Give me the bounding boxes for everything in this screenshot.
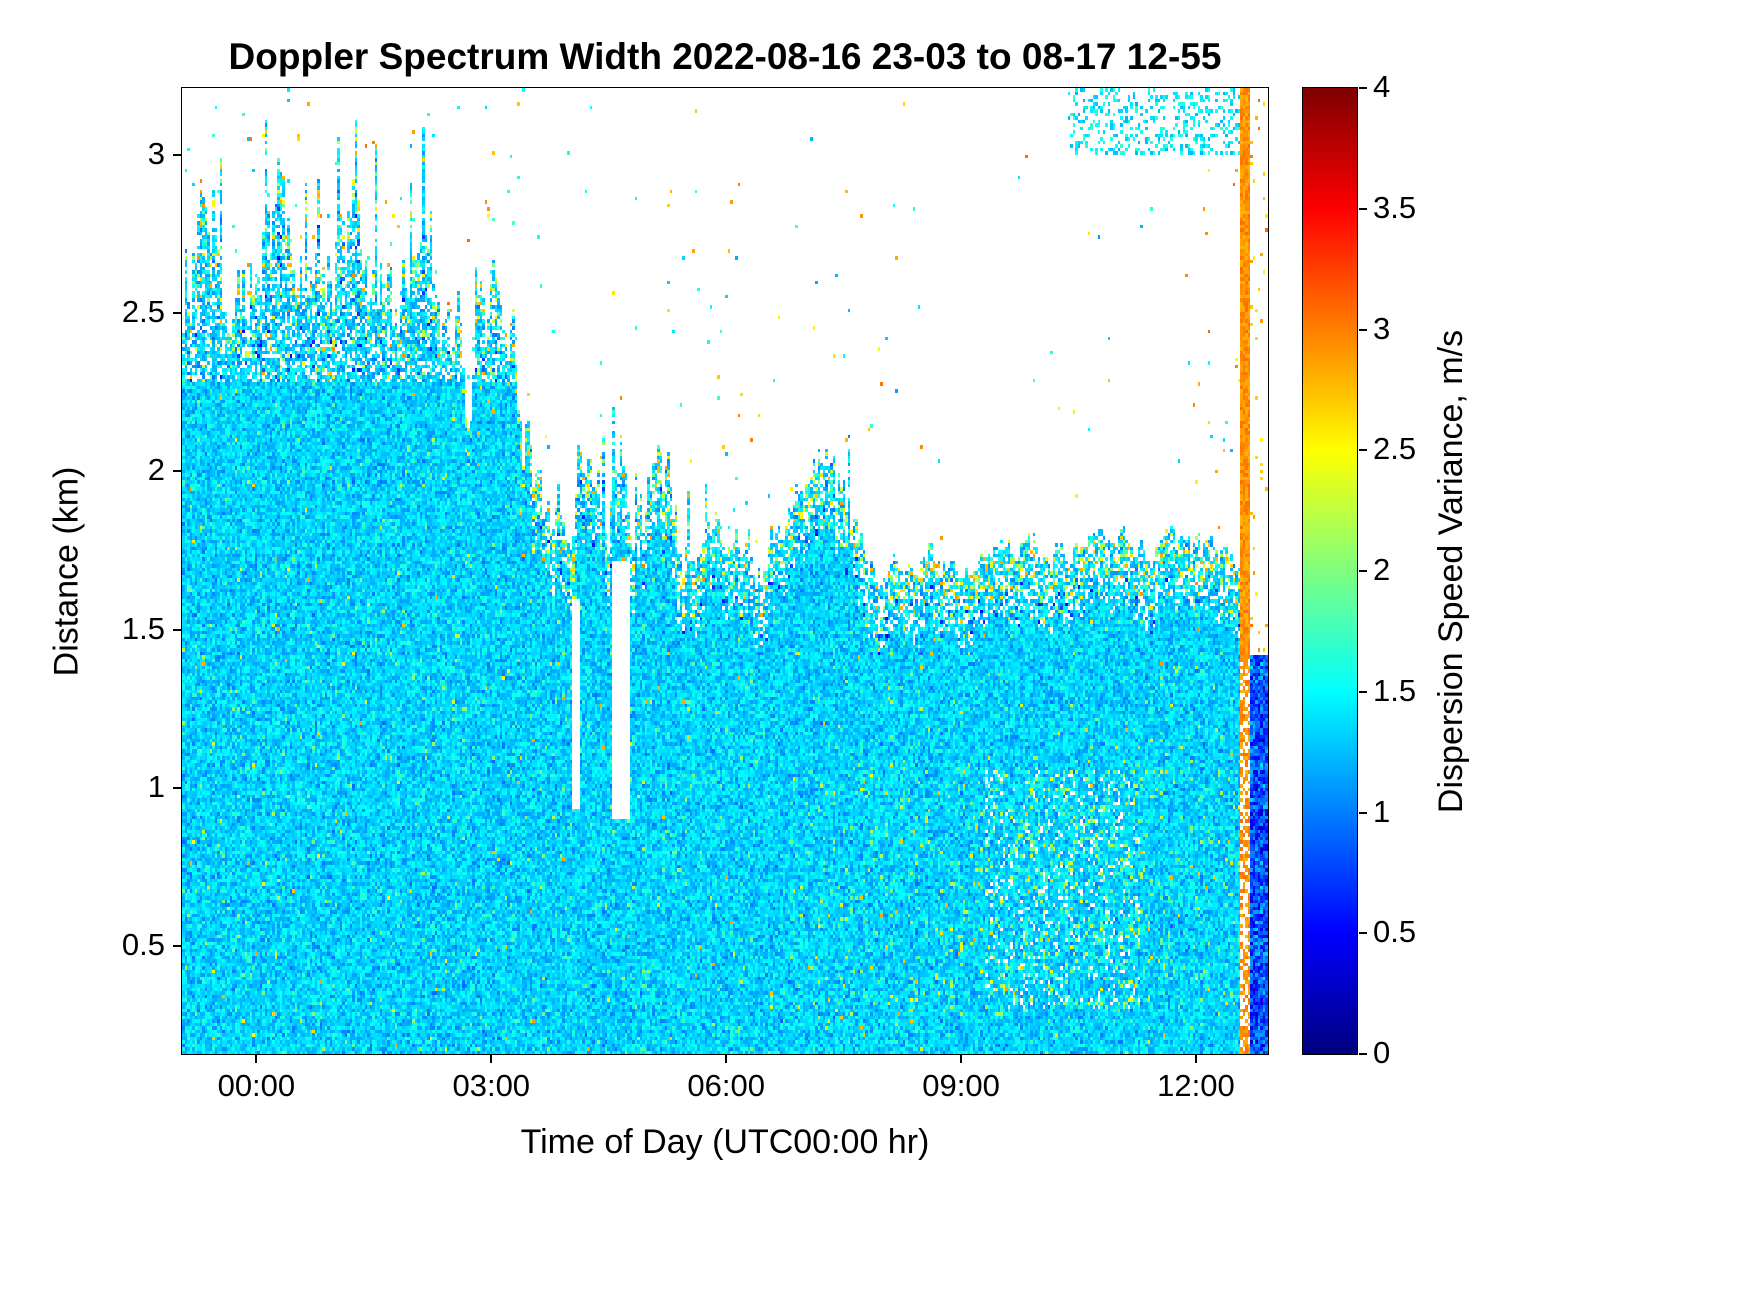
colorbar <box>1302 87 1358 1055</box>
colorbar-tick-mark <box>1359 207 1367 210</box>
x-axis-label: Time of Day (UTC00:00 hr) <box>520 1123 930 1161</box>
colorbar-tick-mark <box>1359 449 1367 452</box>
x-tick-label: 03:00 <box>452 1068 531 1103</box>
colorbar-tick-mark <box>1359 932 1367 935</box>
x-tick-label: 06:00 <box>687 1068 765 1103</box>
chart-title: Doppler Spectrum Width 2022-08-16 23-03 … <box>228 36 1222 77</box>
colorbar-tick-mark <box>1359 690 1367 693</box>
x-tick-mark <box>490 1054 493 1063</box>
colorbar-tick-mark <box>1359 1053 1367 1055</box>
x-tick-label: 00:00 <box>217 1068 296 1103</box>
colorbar-label: Dispersion Speed Variance, m/s <box>1432 329 1471 813</box>
colorbar-tick-mark <box>1359 811 1367 814</box>
colorbar-label-wrap: Dispersion Speed Variance, m/s <box>1422 88 1482 1054</box>
colorbar-gradient-canvas <box>1303 88 1357 1054</box>
x-tick-mark <box>960 1054 963 1063</box>
x-tick-mark <box>725 1054 728 1063</box>
x-tick-mark <box>255 1054 258 1063</box>
x-tick-label: 12:00 <box>1157 1068 1235 1103</box>
x-tick-label: 09:00 <box>922 1068 1000 1103</box>
y-axis-label: Distance (km) <box>47 466 86 676</box>
colorbar-tick-mark <box>1359 87 1367 89</box>
y-axis-label-wrap: Distance (km) <box>42 88 92 1054</box>
colorbar-tick-mark <box>1359 570 1367 572</box>
x-tick-mark <box>1194 1054 1197 1063</box>
colorbar-tick-mark <box>1359 328 1367 331</box>
heatmap-canvas <box>182 88 1268 1054</box>
plot-area <box>181 87 1269 1055</box>
